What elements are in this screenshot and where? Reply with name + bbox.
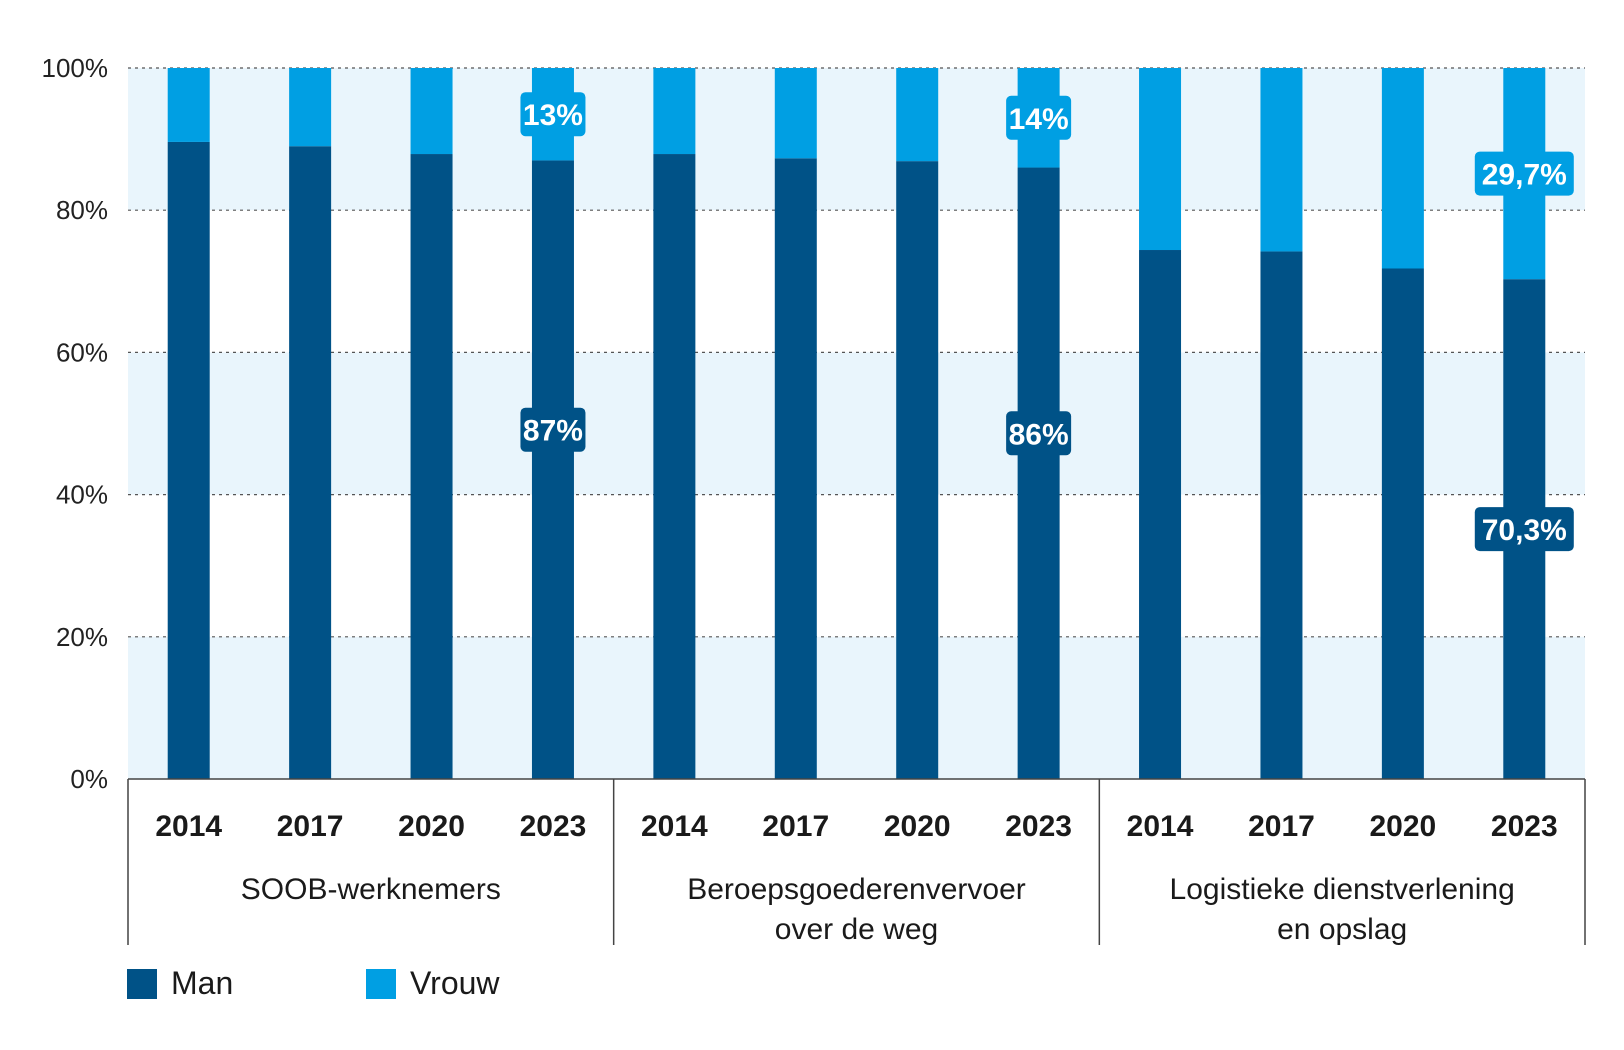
data-label-box [1474,507,1574,552]
bar-man [1260,251,1303,780]
y-axis-ticks: 0% 20% 40% 60% 80% 100% [42,53,109,794]
background-band [128,68,1585,211]
x-tick-label: 2017 [277,810,344,843]
legend-swatch-man [127,968,157,999]
bar-man [1381,268,1424,779]
data-label: 14% [1009,103,1069,136]
bar-vrouw [1381,68,1424,269]
background-band [128,352,1585,495]
axes [127,778,1586,945]
data-label-box [520,92,586,137]
legend-swatch-vrouw [366,968,396,999]
data-label-box [1474,151,1574,196]
group-label: over de weg [775,913,938,946]
group-label: Beroepsgoederenvervoer [687,873,1026,906]
bar-man [774,158,817,779]
x-tick-label: 2023 [520,810,587,843]
data-label-box [1006,95,1072,140]
data-labels: 13% 87% 14% 86% 29,7% 70,3% [520,92,1574,552]
x-tick-label: 2020 [1370,810,1437,843]
y-tick-label: 40% [56,480,108,510]
data-label-box [520,407,586,452]
background-band [128,636,1585,779]
bar-man [653,154,696,779]
bar-vrouw [167,68,210,142]
bar-man [896,161,939,780]
data-label: 70,3% [1482,514,1567,547]
legend-item-man: Man [127,965,233,1002]
y-tick-label: 0% [70,764,108,794]
x-tick-label: 2023 [1005,810,1072,843]
bar-man [1017,167,1060,780]
y-tick-label: 100% [42,53,109,83]
bar-man [1139,250,1182,780]
bar-vrouw [896,68,939,162]
bar-man [167,141,210,780]
bar-vrouw [289,68,332,147]
data-label-box [1006,411,1072,456]
bar-man [289,146,332,779]
y-tick-label: 80% [56,195,108,225]
y-tick-label: 20% [56,622,108,652]
bar-man [531,160,574,779]
x-tick-label: 2020 [884,810,951,843]
x-tick-label: 2014 [641,810,708,843]
plot-background-bands [128,68,1585,779]
y-tick-label: 60% [56,337,108,367]
data-label: 29,7% [1482,159,1567,192]
data-label: 87% [523,415,583,448]
legend-label-man: Man [171,965,234,1001]
group-label: SOOB-werknemers [241,873,501,906]
x-tick-label: 2017 [762,810,829,843]
x-tick-label: 2020 [398,810,465,843]
x-tick-label: 2023 [1491,810,1558,843]
x-tick-label: 2014 [155,810,222,843]
group-label: Logistieke dienstverlening [1170,873,1515,906]
bar-vrouw [1139,68,1182,251]
x-axis-labels: 2014 2017 2020 2023 SOOB-werknemers 2014 2017 2… [155,810,1557,946]
x-tick-label: 2017 [1248,810,1315,843]
bar-vrouw [410,68,453,155]
bar-vrouw [774,68,817,159]
legend-item-vrouw: Vrouw [366,965,500,1002]
gridlines [128,67,1585,638]
group-label: en opslag [1277,913,1407,946]
legend-label-vrouw: Vrouw [410,965,500,1001]
bar-vrouw [1260,68,1303,252]
bar-vrouw [653,68,696,155]
data-label: 86% [1009,418,1069,451]
x-tick-label: 2014 [1127,810,1194,843]
bar-man [410,154,453,779]
data-label: 13% [523,99,583,132]
